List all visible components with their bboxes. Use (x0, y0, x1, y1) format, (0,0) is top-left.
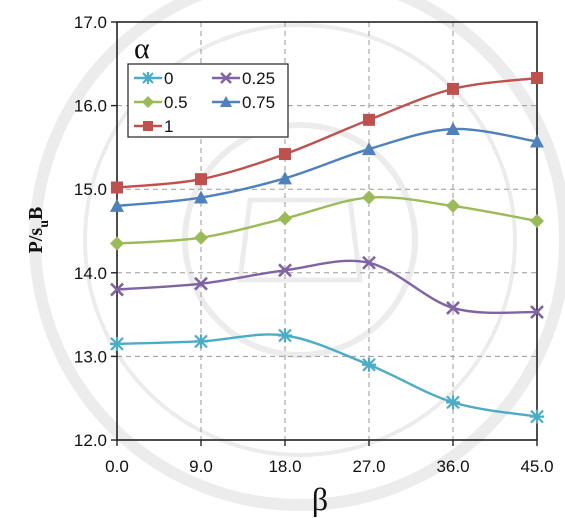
y-axis-title-tail: B (25, 207, 47, 220)
legend-entry: 0.75 (212, 93, 275, 112)
data-point (110, 198, 124, 212)
legend-entry: 0 (134, 69, 173, 88)
axes (111, 21, 538, 446)
data-point (530, 213, 544, 228)
data-point (362, 190, 376, 205)
legend-entry: 0.25 (212, 69, 275, 88)
data-point (530, 409, 544, 424)
legend-marker (142, 72, 154, 84)
series-line (116, 127, 538, 208)
legend-marker (142, 96, 154, 108)
data-point (195, 173, 207, 186)
data-point (446, 198, 460, 213)
data-point (111, 181, 123, 194)
legend-label: 0.75 (242, 93, 275, 112)
data-point (194, 334, 208, 349)
series-line (116, 76, 538, 189)
y-tick-label: 16.0 (74, 97, 107, 116)
series-markers (110, 72, 544, 424)
plot-frame (116, 21, 538, 441)
data-point (446, 300, 460, 315)
series-line (116, 259, 538, 315)
x-tick-label: 9.0 (189, 457, 213, 476)
y-axis-title-sub: u (37, 220, 52, 228)
y-tick-label: 14.0 (74, 264, 107, 283)
data-point (362, 142, 376, 156)
legend-entry: 0.5 (134, 93, 188, 112)
y-tick-label: 13.0 (74, 347, 107, 366)
data-point (362, 357, 376, 372)
legend-label: 0.5 (164, 93, 188, 112)
data-point (194, 230, 208, 245)
data-point (530, 134, 544, 148)
data-point (531, 72, 543, 85)
legend-marker (220, 72, 232, 84)
data-point (446, 122, 460, 136)
data-point (194, 190, 208, 204)
data-point (194, 276, 208, 291)
legend: α 0 0.25 0.5 0.75 1 (127, 32, 289, 138)
data-point (110, 282, 124, 297)
data-point (363, 113, 375, 126)
data-point (446, 395, 460, 410)
series-line (116, 195, 538, 245)
legend-title: α (134, 32, 150, 65)
watermark-seal (29, 0, 565, 511)
data-point (279, 148, 291, 161)
legend-label: 0.25 (242, 69, 275, 88)
x-tick-label: 18.0 (268, 457, 301, 476)
data-point (278, 171, 292, 185)
y-axis-title-main: P/s (25, 228, 47, 254)
legend-label: 0 (164, 69, 173, 88)
data-point (110, 336, 124, 351)
legend-label: 1 (164, 117, 173, 136)
tick-labels: 12.0 13.0 14.0 15.0 16.0 17.0 0.0 9.0 18.0 27.0 36… (74, 13, 554, 476)
data-point (278, 328, 292, 343)
legend-marker (143, 121, 153, 131)
y-axis-title: P/suB (25, 207, 52, 254)
data-point (362, 255, 376, 270)
data-point (530, 305, 544, 320)
data-point (447, 82, 459, 95)
y-tick-label: 15.0 (74, 180, 107, 199)
y-tick-label: 12.0 (74, 431, 107, 450)
x-tick-label: 0.0 (105, 457, 129, 476)
series-line (116, 333, 538, 418)
data-point (278, 263, 292, 278)
data-point (278, 211, 292, 226)
x-tick-label: 45.0 (520, 457, 553, 476)
legend-marker (220, 96, 232, 107)
x-axis-title: β (312, 481, 328, 517)
series-lines (116, 76, 538, 418)
legend-entry: 1 (134, 117, 173, 136)
x-tick-label: 36.0 (436, 457, 469, 476)
x-tick-label: 27.0 (352, 457, 385, 476)
y-tick-label: 17.0 (74, 13, 107, 32)
data-point (110, 236, 124, 251)
